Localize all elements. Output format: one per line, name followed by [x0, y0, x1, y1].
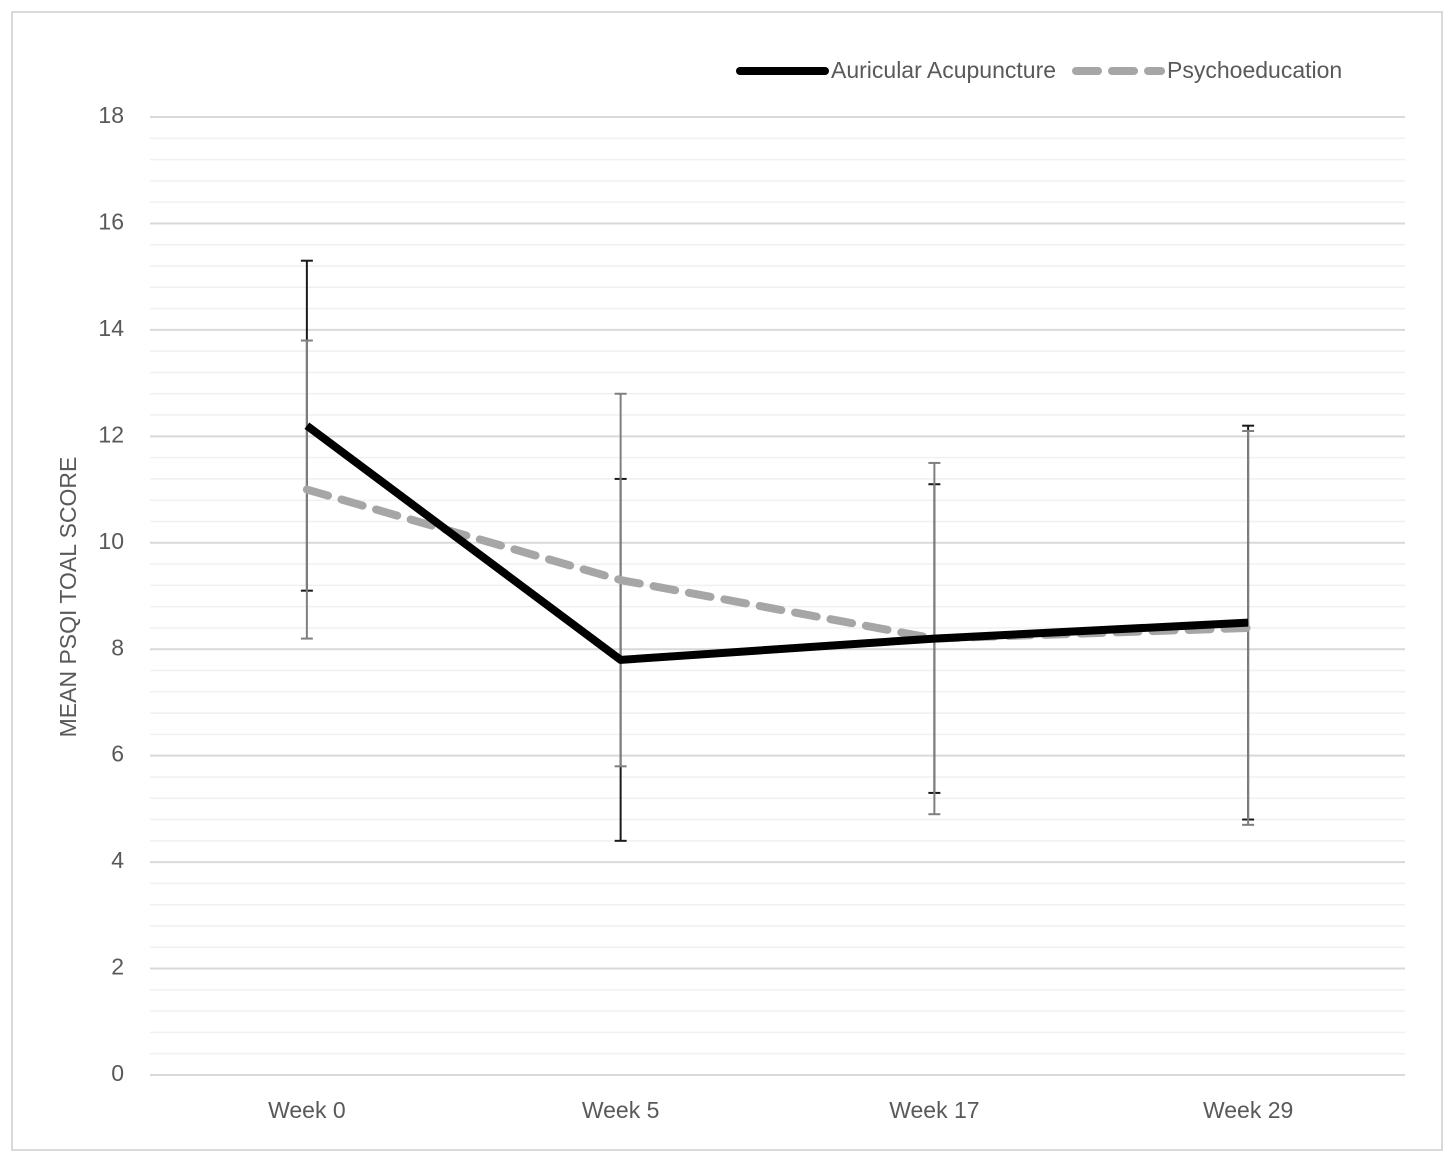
y-tick-label: 2 [111, 954, 124, 980]
series-line [304, 422, 1249, 664]
x-tick-label: Week 17 [889, 1097, 979, 1123]
x-tick-label: Week 29 [1203, 1097, 1293, 1123]
x-tick-label: Week 5 [582, 1097, 660, 1123]
chart-frame [11, 11, 1443, 1151]
legend-label: Auricular Acupuncture [831, 57, 1056, 83]
y-tick-label: 0 [111, 1060, 124, 1086]
y-tick-label: 8 [111, 634, 124, 660]
legend-label: Psychoeducation [1167, 57, 1342, 83]
y-tick-label: 16 [98, 209, 124, 235]
y-axis-title: MEAN PSQI TOAL SCORE [55, 457, 81, 738]
y-tick-label: 10 [98, 528, 124, 554]
y-tick-label: 18 [98, 102, 124, 128]
y-tick-label: 6 [111, 741, 124, 767]
y-tick-label: 14 [98, 315, 124, 341]
x-tick-label: Week 0 [268, 1097, 346, 1123]
y-tick-label: 4 [111, 847, 124, 873]
y-tick-label: 12 [98, 421, 124, 447]
